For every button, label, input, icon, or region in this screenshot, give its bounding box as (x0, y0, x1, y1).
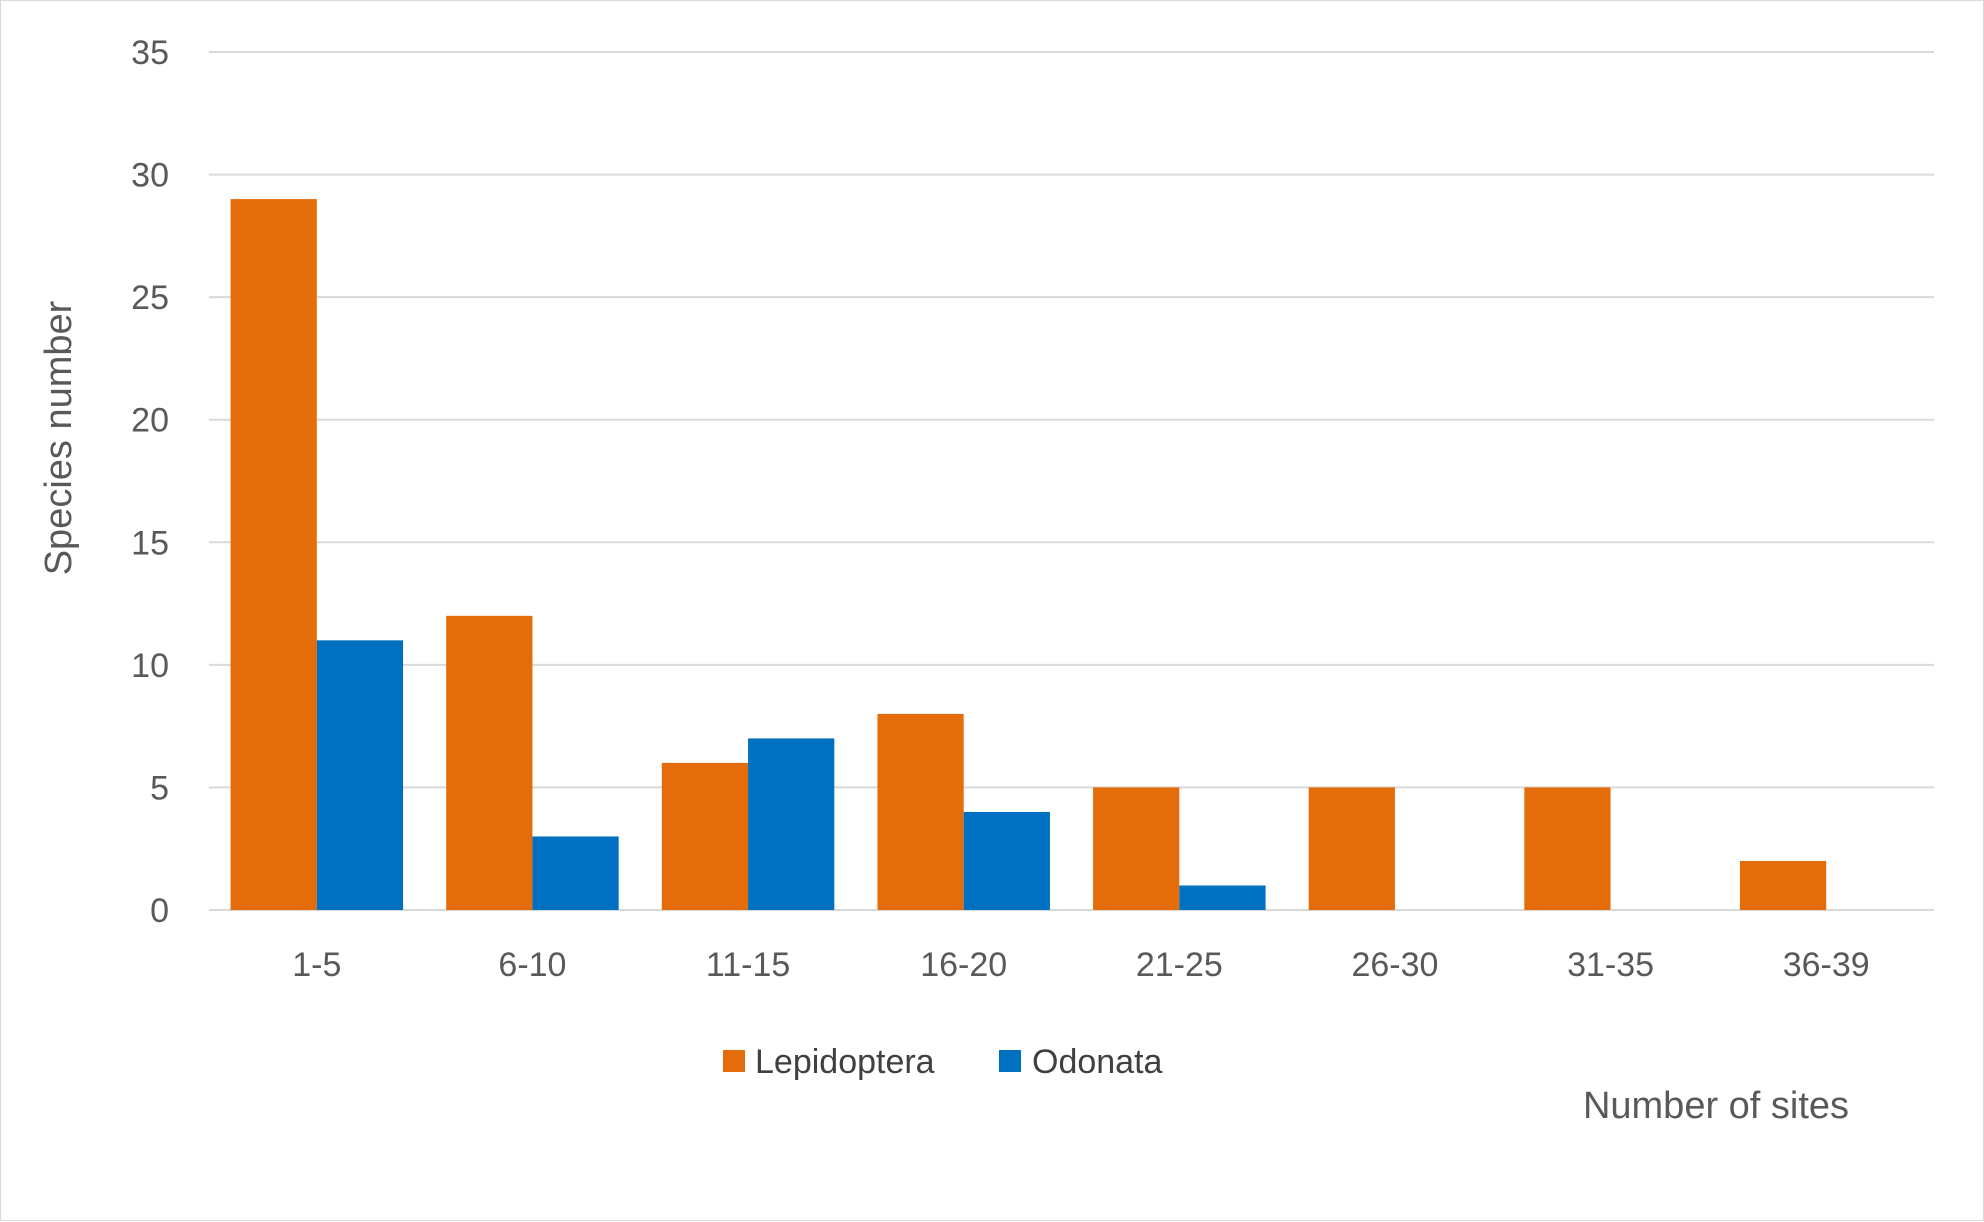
bar-odonata-1-5 (316, 640, 404, 910)
x-tick-label: 36-39 (1783, 946, 1870, 984)
bar-odonata-16-20 (963, 811, 1050, 910)
y-axis-title: Species number (38, 300, 80, 575)
bar-lepidoptera-36-39 (1739, 860, 1827, 910)
x-tick-label: 21-25 (1136, 946, 1223, 984)
x-tick-label: 11-15 (706, 946, 790, 984)
y-tick-label: 35 (131, 34, 169, 72)
bar-lepidoptera-1-5 (230, 199, 317, 911)
legend-label-lepidoptera: Lepidoptera (755, 1043, 935, 1081)
x-tick-label: 16-20 (920, 946, 1007, 984)
x-tick-label: 1-5 (292, 946, 341, 984)
bar-lepidoptera-16-20 (877, 713, 964, 910)
legend-swatch-odonata (999, 1050, 1021, 1072)
y-axis-ticks: 0 5 10 15 20 25 30 35 (131, 34, 169, 930)
legend: Lepidoptera Odonata (723, 1043, 1163, 1081)
y-tick-label: 20 (131, 402, 169, 440)
bars (230, 199, 1827, 911)
y-tick-label: 5 (150, 769, 169, 807)
x-tick-label: 26-30 (1351, 946, 1438, 984)
bar-odonata-11-15 (748, 738, 835, 910)
x-tick-label: 6-10 (498, 946, 566, 984)
bar-odonata-6-10 (532, 836, 619, 910)
bar-odonata-21-25 (1179, 885, 1266, 910)
legend-swatch-lepidoptera (723, 1050, 745, 1072)
bar-lepidoptera-31-35 (1524, 787, 1611, 910)
bar-lepidoptera-6-10 (446, 615, 533, 910)
y-tick-label: 15 (131, 524, 169, 562)
y-tick-label: 25 (131, 279, 169, 317)
bar-lepidoptera-26-30 (1308, 787, 1395, 910)
x-axis-ticks: 1-5 6-10 11-15 16-20 21-25 26-30 31-35 36-39 (292, 946, 1869, 984)
x-tick-label: 31-35 (1567, 946, 1654, 984)
bar-lepidoptera-11-15 (661, 762, 749, 910)
bar-lepidoptera-21-25 (1093, 787, 1180, 910)
y-tick-label: 0 (150, 892, 169, 930)
y-tick-label: 10 (131, 647, 169, 685)
legend-label-odonata: Odonata (1032, 1043, 1163, 1081)
x-axis-title: Number of sites (1583, 1085, 1849, 1127)
y-tick-label: 30 (131, 157, 169, 195)
